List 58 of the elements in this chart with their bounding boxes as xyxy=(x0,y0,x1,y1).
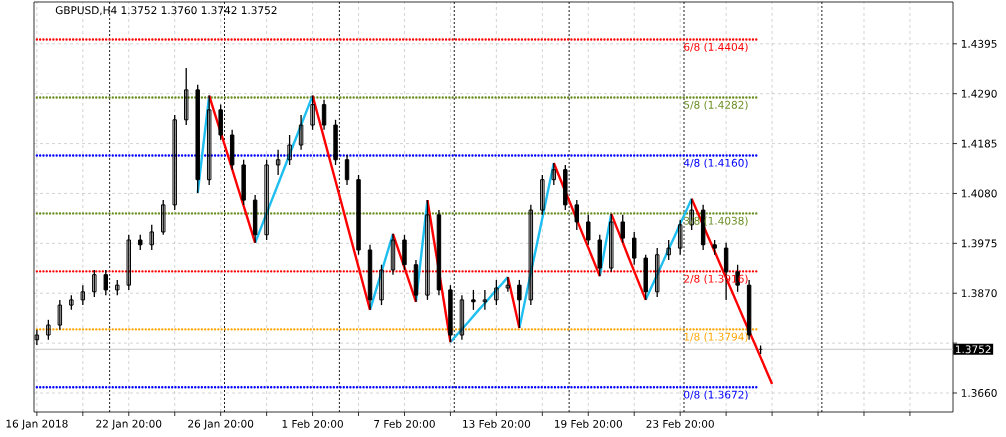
ref-line-label: 1.3752 xyxy=(955,345,991,354)
candlestick xyxy=(528,204,534,306)
ref-line-label: 5/8 (1.4282) xyxy=(684,100,748,111)
candlestick xyxy=(494,279,499,306)
candlestick xyxy=(206,94,212,186)
candlestick xyxy=(92,269,97,298)
y-tick-label: 1.4080 xyxy=(961,189,997,198)
candlestick xyxy=(149,224,154,251)
y-tick-label: 1.3660 xyxy=(961,389,997,397)
candlestick xyxy=(183,67,189,126)
candlestick xyxy=(425,199,430,301)
candlestick xyxy=(57,299,63,331)
candlestick xyxy=(321,99,327,131)
x-tick-label: 19 Feb 20:00 xyxy=(554,419,623,428)
candlestick xyxy=(620,214,625,244)
candlestick xyxy=(632,231,637,266)
candlestick xyxy=(379,264,384,306)
candlestick xyxy=(654,247,660,298)
candlestick xyxy=(310,94,315,131)
candlestick xyxy=(390,233,396,276)
ref-line-label: 6/8 (1.4404) xyxy=(684,42,748,53)
candlestick xyxy=(574,199,580,231)
ref-line-label: 0/8 (1.3672) xyxy=(684,390,748,400)
candlestick xyxy=(471,289,476,311)
y-tick-label: 1.3870 xyxy=(961,289,997,298)
x-tick-label: 22 Jan 20:00 xyxy=(96,419,162,430)
y-tick-label: 1.3975 xyxy=(961,239,997,248)
x-tick-label: 13 Feb 20:00 xyxy=(463,419,531,428)
x-tick-label: 16 Jan 2018 xyxy=(6,419,68,430)
candlestick xyxy=(540,174,545,216)
candlestick xyxy=(298,114,304,151)
y-tick-label: 1.4185 xyxy=(961,139,997,148)
candlestick xyxy=(586,214,591,246)
candlestick xyxy=(666,239,671,261)
candlestick xyxy=(161,199,166,236)
x-tick-label: 7 Feb 20:00 xyxy=(374,419,435,428)
y-tick-label: 1.4395 xyxy=(961,39,997,48)
candlestick xyxy=(482,289,488,311)
candlestick xyxy=(46,319,51,341)
candlestick xyxy=(551,162,557,186)
candlestick xyxy=(344,154,350,186)
candlestick xyxy=(505,276,511,293)
candlestick xyxy=(80,284,86,306)
x-tick-label: 26 Jan 20:00 xyxy=(188,419,254,430)
y-tick-label: 1.4290 xyxy=(961,89,997,98)
candlestick xyxy=(126,234,131,291)
candlestick xyxy=(609,213,614,273)
candlestick xyxy=(264,159,269,241)
candlestick xyxy=(517,279,522,329)
candlestick xyxy=(275,149,281,176)
candlestick xyxy=(172,114,177,211)
candlestick xyxy=(459,294,465,341)
chart-title: GBPUSD,H4 1.3752 1.3760 1.3742 1.3752 xyxy=(55,6,277,16)
x-tick-label: 23 Feb 20:00 xyxy=(646,419,714,428)
ref-line-label: 1/8 (1.3794) xyxy=(684,332,748,342)
candlestick xyxy=(287,134,292,166)
x-tick-label: 1 Feb 20:00 xyxy=(282,419,343,428)
ref-line-label: 4/8 (1.4160) xyxy=(683,158,748,169)
